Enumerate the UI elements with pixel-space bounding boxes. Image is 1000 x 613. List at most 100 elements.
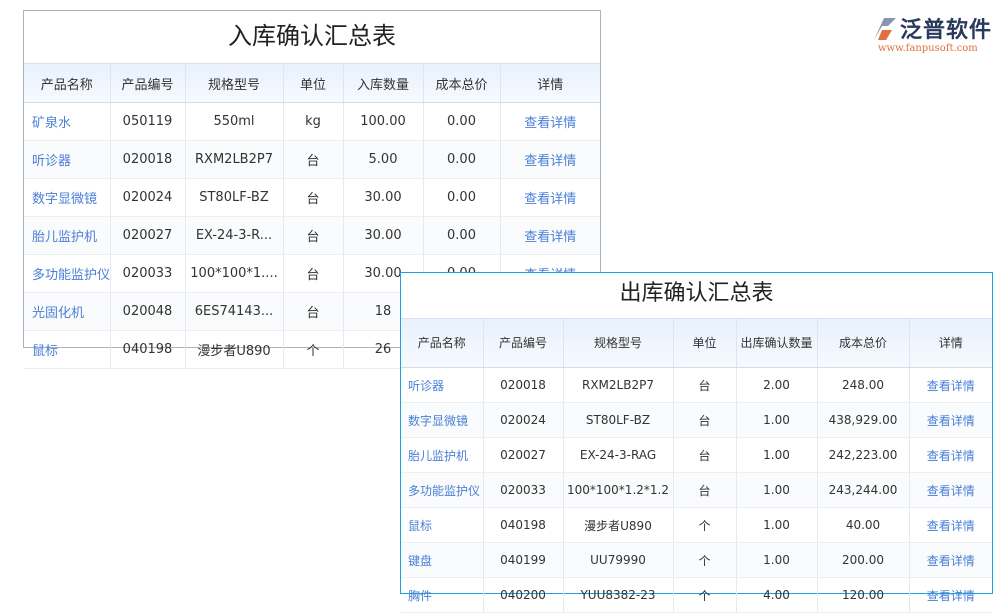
table-cell: 020024: [483, 402, 564, 438]
table-cell: 040198: [483, 507, 564, 543]
table-cell: 0.00: [423, 216, 501, 255]
table-cell: 020027: [110, 216, 186, 255]
table-cell: 1.00: [736, 507, 818, 543]
table-cell: 100*100*1....: [185, 254, 284, 293]
table-cell: 0.00: [423, 178, 501, 217]
table-cell: 台: [673, 402, 737, 438]
table-row: 矿泉水 050119 550ml kg 100.00 0.00 查看详情: [24, 102, 600, 141]
table-cell: 台: [283, 178, 344, 217]
view-details-link[interactable]: 查看详情: [500, 102, 600, 141]
view-details-link[interactable]: 查看详情: [909, 577, 992, 613]
product-name-link[interactable]: 键盘: [401, 542, 484, 578]
fanpusoft-logo: 泛普软件 www.fanpusoft.com: [870, 12, 994, 58]
table-cell: 020033: [483, 472, 564, 508]
table-cell: 4.00: [736, 577, 818, 613]
view-details-link[interactable]: 查看详情: [500, 178, 600, 217]
product-name-link[interactable]: 数字显微镜: [24, 178, 111, 217]
table-cell: 1.00: [736, 402, 818, 438]
table-cell: 040198: [110, 330, 186, 369]
table-cell: 6ES74143...: [185, 292, 284, 331]
table-row: 数字显微镜 020024 ST80LF-BZ 台 30.00 0.00 查看详情: [24, 178, 600, 217]
table-cell: 1.00: [736, 542, 818, 578]
table-row: 胸件 040200 YUU8382-23 个 4.00 120.00 查看详情: [401, 577, 992, 613]
view-details-link[interactable]: 查看详情: [909, 472, 992, 508]
logo-mark-icon: [874, 18, 896, 40]
table-cell: 40.00: [817, 507, 910, 543]
table-cell: 1.00: [736, 437, 818, 473]
product-name-link[interactable]: 多功能监护仪: [24, 254, 111, 293]
column-header: 入库数量: [343, 64, 424, 103]
column-header: 单位: [283, 64, 344, 103]
view-details-link[interactable]: 查看详情: [500, 216, 600, 255]
product-name-link[interactable]: 胎儿监护机: [24, 216, 111, 255]
table-cell: 台: [673, 472, 737, 508]
table-row: 键盘 040199 UU79990 个 1.00 200.00 查看详情: [401, 542, 992, 578]
table-cell: 243,244.00: [817, 472, 910, 508]
column-header: 产品名称: [401, 319, 484, 368]
table-cell: 020018: [110, 140, 186, 179]
table-cell: 438,929.00: [817, 402, 910, 438]
table-cell: 020027: [483, 437, 564, 473]
table-cell: 台: [283, 216, 344, 255]
view-details-link[interactable]: 查看详情: [909, 542, 992, 578]
watermark-brand: 泛普软件: [900, 18, 993, 43]
table-row: 胎儿监护机 020027 EX-24-3-RAG 台 1.00 242,223.00 查看详…: [401, 437, 992, 473]
table-row: 胎儿监护机 020027 EX-24-3-R... 台 30.00 0.00 查看详情: [24, 216, 600, 255]
product-name-link[interactable]: 听诊器: [401, 367, 484, 403]
table-row: 多功能监护仪 020033 100*100*1.2*1.2 台 1.00 243,244.…: [401, 472, 992, 508]
table-cell: 个: [673, 542, 737, 578]
table-cell: ST80LF-BZ: [185, 178, 284, 217]
table-cell: 242,223.00: [817, 437, 910, 473]
table-cell: 台: [283, 254, 344, 293]
inbound-header-row: 产品名称 产品编号 规格型号 单位 入库数量 成本总价 详情: [24, 64, 600, 103]
product-name-link[interactable]: 胸件: [401, 577, 484, 613]
table-cell: 100.00: [343, 102, 424, 141]
view-details-link[interactable]: 查看详情: [909, 437, 992, 473]
table-cell: RXM2LB2P7: [185, 140, 284, 179]
column-header: 详情: [909, 319, 992, 368]
table-cell: 漫步者U890: [185, 330, 284, 369]
outbound-header-row: 产品名称 产品编号 规格型号 单位 出库确认数量 成本总价 详情: [401, 319, 992, 368]
column-header: 产品名称: [24, 64, 111, 103]
view-details-link[interactable]: 查看详情: [909, 507, 992, 543]
table-cell: 050119: [110, 102, 186, 141]
table-cell: 个: [673, 507, 737, 543]
table-cell: 100*100*1.2*1.2: [563, 472, 674, 508]
column-header: 规格型号: [563, 319, 674, 368]
table-cell: 台: [673, 437, 737, 473]
table-cell: 200.00: [817, 542, 910, 578]
table-cell: 040199: [483, 542, 564, 578]
view-details-link[interactable]: 查看详情: [500, 140, 600, 179]
table-cell: 0.00: [423, 140, 501, 179]
table-cell: 550ml: [185, 102, 284, 141]
table-cell: 1.00: [736, 472, 818, 508]
product-name-link[interactable]: 胎儿监护机: [401, 437, 484, 473]
table-row: 听诊器 020018 RXM2LB2P7 台 5.00 0.00 查看详情: [24, 140, 600, 179]
table-cell: 5.00: [343, 140, 424, 179]
column-header: 产品编号: [483, 319, 564, 368]
table-cell: EX-24-3-RAG: [563, 437, 674, 473]
product-name-link[interactable]: 听诊器: [24, 140, 111, 179]
product-name-link[interactable]: 鼠标: [401, 507, 484, 543]
view-details-link[interactable]: 查看详情: [909, 367, 992, 403]
product-name-link[interactable]: 光固化机: [24, 292, 111, 331]
table-cell: 个: [673, 577, 737, 613]
table-cell: 0.00: [423, 102, 501, 141]
table-cell: 台: [283, 140, 344, 179]
column-header: 单位: [673, 319, 737, 368]
product-name-link[interactable]: 鼠标: [24, 330, 111, 369]
column-header: 详情: [500, 64, 600, 103]
product-name-link[interactable]: 多功能监护仪: [401, 472, 484, 508]
column-header: 产品编号: [110, 64, 186, 103]
product-name-link[interactable]: 数字显微镜: [401, 402, 484, 438]
table-cell: UU79990: [563, 542, 674, 578]
view-details-link[interactable]: 查看详情: [909, 402, 992, 438]
outbound-title: 出库确认汇总表: [401, 273, 992, 319]
table-cell: 台: [283, 292, 344, 331]
table-cell: RXM2LB2P7: [563, 367, 674, 403]
table-cell: 040200: [483, 577, 564, 613]
product-name-link[interactable]: 矿泉水: [24, 102, 111, 141]
table-cell: 个: [283, 330, 344, 369]
table-row: 听诊器 020018 RXM2LB2P7 台 2.00 248.00 查看详情: [401, 367, 992, 403]
table-cell: 台: [673, 367, 737, 403]
